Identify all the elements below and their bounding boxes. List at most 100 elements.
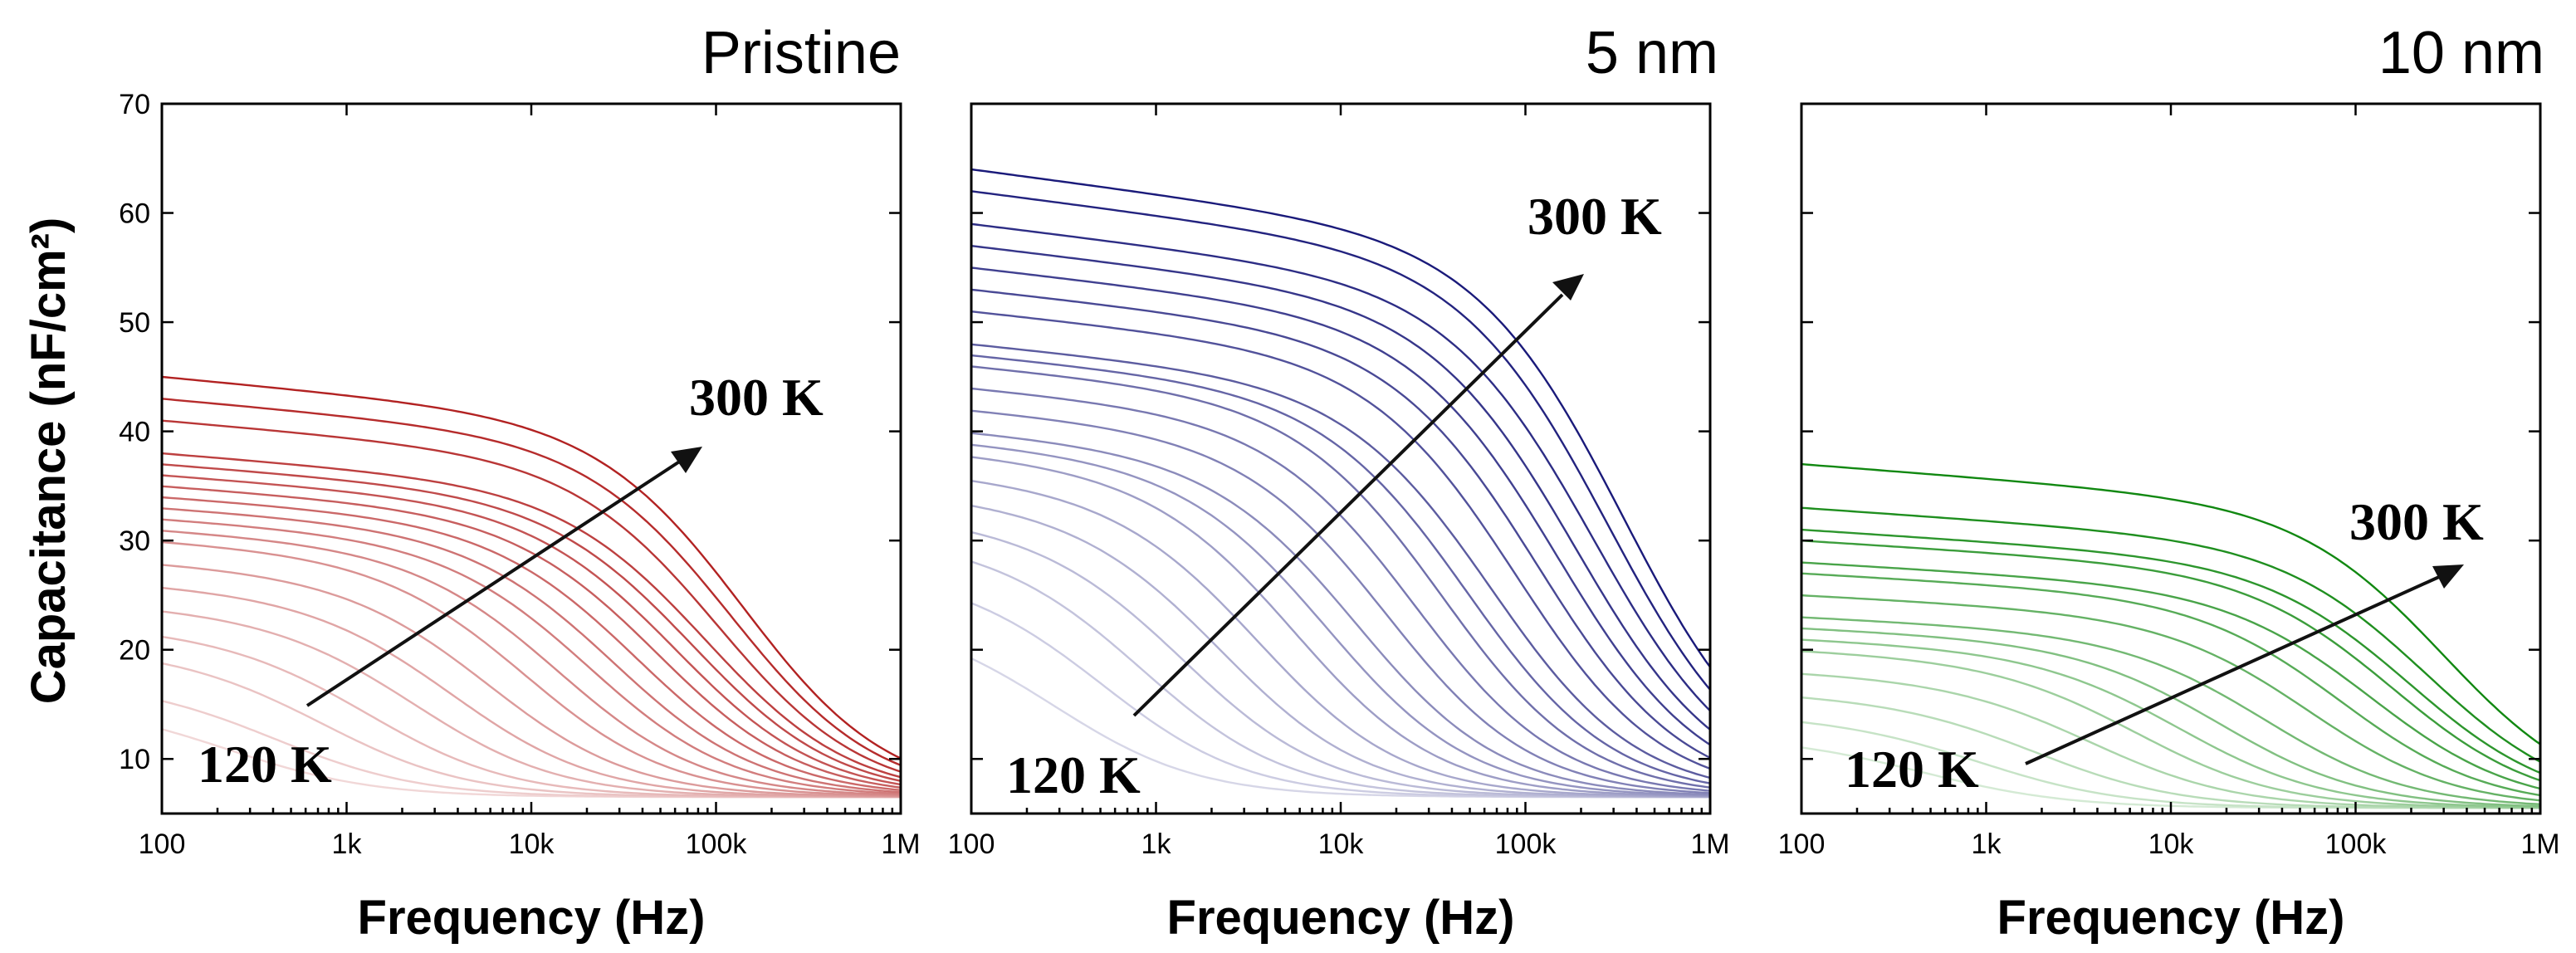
x-tick-label: 10k bbox=[1318, 828, 1365, 860]
capacitance-curve-14 bbox=[970, 343, 1711, 780]
capacitance-curve-17 bbox=[161, 419, 902, 773]
label-120k-5nm: 120 K bbox=[1006, 745, 1141, 804]
y-tick-label: 20 bbox=[119, 635, 150, 667]
panel-5nm: 5 nm 100 1k 10k 100k 1M 120 K 300 K Frequenc… bbox=[948, 20, 1730, 945]
capacitance-curve-20 bbox=[970, 190, 1711, 691]
x-tick-label: 100 bbox=[948, 828, 995, 860]
capacitance-curve-19 bbox=[970, 222, 1711, 712]
temperature-arrow-10nm bbox=[2025, 575, 2440, 765]
x-tick-label: 100 bbox=[1778, 828, 1826, 860]
label-120k-pristine: 120 K bbox=[198, 735, 332, 794]
y-tick-label: 40 bbox=[119, 417, 150, 448]
ticks-pristine bbox=[160, 102, 902, 814]
capacitance-curve-6 bbox=[1801, 638, 2541, 809]
panel-10nm: 10 nm 100 1k 10k 100k 1M 120 K 300 K Frequen… bbox=[1778, 20, 2560, 945]
panel-title-pristine: Pristine bbox=[701, 20, 901, 86]
y-axis-title: Capacitance (nF/cm²) bbox=[22, 217, 76, 705]
capacitance-curve-10 bbox=[1801, 572, 2541, 797]
x-tick-label: 1M bbox=[2520, 828, 2559, 860]
x-tick-labels-pristine: 100 1k 10k 100k 1M bbox=[139, 828, 921, 860]
capacitance-curve-14 bbox=[1801, 506, 2541, 763]
ticks-10nm bbox=[1800, 102, 2542, 814]
x-tick-label: 1k bbox=[332, 828, 363, 860]
x-tick-label: 100k bbox=[686, 828, 748, 860]
curves-5nm bbox=[970, 168, 1711, 799]
capacitance-curve-7 bbox=[970, 456, 1710, 798]
x-tick-labels-5nm: 100 1k 10k 100k 1M bbox=[948, 828, 1730, 860]
x-tick-label: 10k bbox=[2148, 828, 2195, 860]
y-tick-label: 30 bbox=[119, 525, 150, 557]
capacitance-curve-13 bbox=[970, 354, 1711, 784]
capacitance-curve-15 bbox=[970, 310, 1711, 770]
ticks-5nm bbox=[970, 102, 1712, 814]
capacitance-curve-5 bbox=[970, 505, 1710, 799]
x-tick-label: 100 bbox=[139, 828, 186, 860]
capacitance-curve-13 bbox=[161, 485, 902, 789]
panel-title-10nm: 10 nm bbox=[2378, 20, 2544, 86]
x-tick-label: 100k bbox=[2325, 828, 2388, 860]
capacitance-curve-8 bbox=[1801, 616, 2541, 805]
capacitance-curve-9 bbox=[161, 530, 902, 796]
x-tick-label: 10k bbox=[509, 828, 555, 860]
temperature-arrowhead-pristine bbox=[671, 447, 702, 473]
x-tick-label: 1M bbox=[1690, 828, 1729, 860]
capacitance-curve-14 bbox=[161, 474, 902, 786]
x-axis-title-5nm: Frequency (Hz) bbox=[1167, 891, 1515, 945]
capacitance-curve-11 bbox=[970, 387, 1711, 792]
x-tick-label: 100k bbox=[1495, 828, 1557, 860]
x-tick-label: 1k bbox=[1141, 828, 1172, 860]
plot-frame-pristine bbox=[160, 102, 902, 815]
plot-frame-10nm bbox=[1800, 102, 2542, 815]
capacitance-curve-19 bbox=[161, 375, 902, 760]
capacitance-curve-17 bbox=[970, 266, 1711, 746]
curves-pristine bbox=[161, 375, 902, 799]
x-axis-title-pristine: Frequency (Hz) bbox=[358, 891, 706, 945]
capacitance-curve-15 bbox=[1801, 462, 2541, 745]
capacitance-curve-9 bbox=[1801, 594, 2541, 802]
capacitance-curve-9 bbox=[970, 432, 1711, 796]
capacitance-curve-6 bbox=[970, 480, 1711, 798]
temperature-arrow-5nm bbox=[1132, 293, 1564, 717]
capacitance-curve-10 bbox=[970, 409, 1711, 794]
label-300k-5nm: 300 K bbox=[1528, 187, 1662, 246]
y-tick-label: 70 bbox=[119, 89, 150, 120]
x-axis-title-10nm: Frequency (Hz) bbox=[1997, 891, 2345, 945]
x-tick-label: 1M bbox=[881, 828, 920, 860]
x-tick-label: 1k bbox=[1972, 828, 2002, 860]
capacitance-curve-12 bbox=[970, 365, 1711, 789]
y-tick-labels-pristine: 10 20 30 40 50 60 70 bbox=[119, 89, 150, 775]
panel-title-5nm: 5 nm bbox=[1586, 20, 1718, 86]
capacitance-curve-21 bbox=[970, 168, 1711, 668]
capacitance-curve-8 bbox=[970, 443, 1711, 797]
label-300k-10nm: 300 K bbox=[2349, 492, 2484, 551]
capacitance-curve-10 bbox=[161, 518, 902, 795]
capacitance-curve-15 bbox=[161, 463, 902, 782]
curves-10nm bbox=[1801, 462, 2541, 809]
y-tick-label: 60 bbox=[119, 198, 150, 230]
capacitance-curve-5 bbox=[161, 610, 901, 799]
capacitance-curve-18 bbox=[970, 245, 1711, 731]
capacitance-curve-8 bbox=[161, 540, 902, 797]
label-300k-pristine: 300 K bbox=[689, 368, 824, 427]
temperature-arrowhead-5nm bbox=[1552, 274, 1584, 301]
panel-pristine: Pristine 10 20 30 40 50 60 70 100 1k 10k 100k 1M 1… bbox=[119, 20, 920, 945]
capacitance-curve-13 bbox=[1801, 528, 2541, 775]
temperature-arrow-pristine bbox=[306, 459, 682, 707]
capacitance-curve-4 bbox=[1801, 672, 2540, 809]
capacitance-curve-18 bbox=[161, 398, 902, 766]
label-120k-10nm: 120 K bbox=[1845, 740, 1979, 799]
capacitance-curve-16 bbox=[161, 452, 902, 779]
capacitance-curve-12 bbox=[161, 496, 902, 791]
x-tick-labels-10nm: 100 1k 10k 100k 1M bbox=[1778, 828, 2560, 860]
capacitance-curve-16 bbox=[970, 288, 1711, 759]
y-tick-label: 50 bbox=[119, 307, 150, 339]
temperature-arrowhead-10nm bbox=[2432, 564, 2464, 589]
capacitance-curve-11 bbox=[1801, 561, 2541, 790]
capacitance-curve-6 bbox=[161, 586, 901, 798]
capacitance-curve-11 bbox=[161, 507, 902, 794]
y-tick-label: 10 bbox=[119, 744, 150, 775]
capacitance-curve-5 bbox=[1801, 650, 2541, 809]
capacitance-curve-7 bbox=[161, 564, 902, 798]
capacitance-curve-12 bbox=[1801, 540, 2541, 782]
